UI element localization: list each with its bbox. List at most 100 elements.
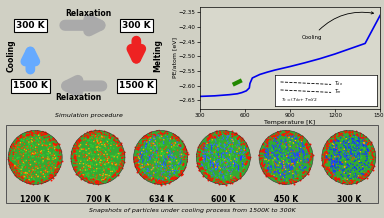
Point [283,145,289,149]
Point [175,165,181,169]
Point [91,169,98,172]
Point [228,176,234,180]
Point [204,160,210,163]
Point [308,158,314,161]
Point [228,140,234,143]
Point [41,143,47,147]
Point [361,162,367,165]
Point [109,135,115,138]
Point [353,149,359,152]
Point [86,173,92,177]
Point [232,175,238,179]
Point [357,144,363,148]
Point [94,179,100,182]
Point [338,168,344,172]
Point [156,179,162,182]
Point [273,153,279,157]
Point [154,147,160,151]
Point [40,135,46,139]
Point [211,167,217,170]
Point [7,163,13,166]
Point [326,156,332,160]
Point [94,181,100,184]
Point [278,140,285,143]
Point [146,169,152,173]
Point [174,159,180,162]
Point [90,182,96,186]
Point [89,170,95,173]
Point [224,143,230,147]
Point [343,149,349,152]
Point [296,161,302,164]
Point [197,156,203,159]
Point [141,136,147,140]
Point [348,162,354,165]
Point [34,137,40,141]
Point [179,155,185,159]
Point [41,140,48,143]
Point [90,157,96,160]
Point [305,150,311,153]
Point [15,147,22,150]
Point [362,152,368,156]
Point [227,172,233,175]
Point [333,146,339,150]
Point [21,137,27,140]
Point [180,163,186,166]
Point [16,156,22,159]
Point [86,174,92,178]
Point [28,139,35,143]
Point [357,174,363,178]
Point [140,136,146,140]
Point [50,156,56,160]
Point [226,141,232,145]
Point [277,134,283,137]
Point [30,158,36,162]
Point [95,179,101,183]
Point [265,168,271,172]
Text: 1200 K: 1200 K [20,195,50,204]
Point [366,141,372,145]
Point [270,157,276,160]
Point [93,159,99,162]
Point [39,143,45,147]
Point [100,143,106,147]
Point [196,155,202,158]
Point [240,139,246,142]
Point [156,158,162,162]
Point [198,166,204,170]
Point [79,173,85,177]
Point [174,159,180,162]
Point [222,163,228,166]
Point [291,164,297,168]
Point [354,149,360,153]
Point [108,144,114,147]
Point [139,150,145,154]
Point [235,137,241,141]
Point [142,171,148,175]
Point [35,167,41,170]
Point [86,132,92,135]
Point [178,149,184,153]
Point [159,132,166,136]
Point [284,154,290,157]
Point [169,160,175,163]
Point [362,172,368,176]
Point [168,180,174,183]
Point [280,182,286,186]
Point [144,135,150,138]
Point [162,172,168,175]
Point [327,166,333,169]
Point [45,164,51,167]
Point [236,136,242,139]
Point [146,155,152,159]
Point [339,166,346,169]
Point [308,155,314,158]
Point [351,153,357,157]
Point [338,146,344,150]
Point [88,159,94,162]
Point [364,148,370,151]
Point [197,145,204,148]
Point [162,169,168,172]
Point [39,156,45,160]
